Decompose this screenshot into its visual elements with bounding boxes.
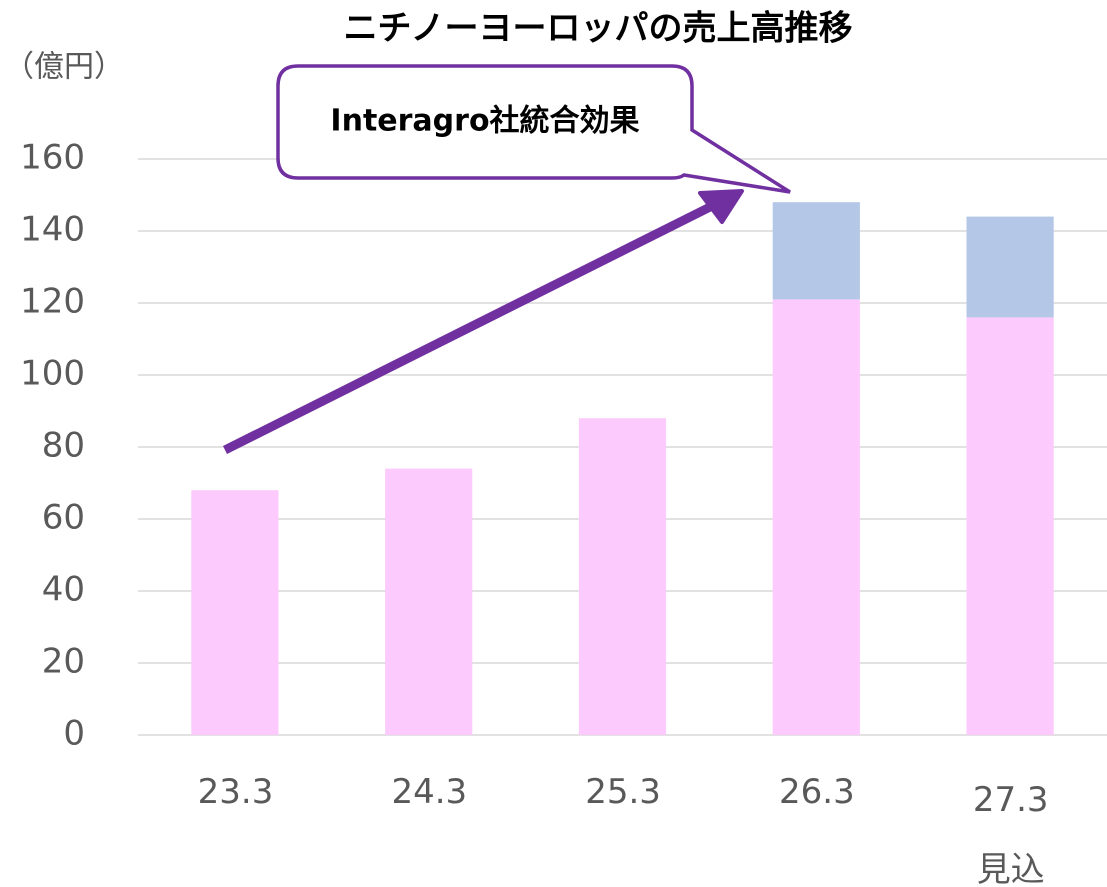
bar-segment [385, 468, 473, 735]
x-tick-label: 23.3 [197, 772, 274, 812]
y-tick-label: 40 [42, 570, 85, 610]
y-tick-label: 0 [63, 714, 85, 754]
y-tick-label: 80 [42, 426, 85, 466]
arrow-head [698, 189, 744, 224]
bar-segment [772, 202, 860, 300]
unit-label: （億円） [4, 50, 124, 85]
annotation: Interagro社統合効果 [330, 104, 639, 139]
plot: 0 20 40 60 80 100 120 140 160 [20, 138, 1107, 754]
x-tick-label: 24.3 [391, 772, 468, 812]
bar-segment [966, 317, 1054, 735]
y-tick-label: 20 [42, 642, 85, 682]
y-tick-label: 120 [20, 282, 85, 322]
arrow-line [222, 193, 731, 455]
callout [276, 64, 791, 194]
y-tick-label: 160 [20, 138, 85, 178]
y-tick-label: 100 [20, 354, 85, 394]
y-tick-label: 60 [42, 498, 85, 538]
bar-segment [966, 216, 1054, 318]
bar-segment [578, 418, 667, 735]
x-tick-label: 26.3 [779, 772, 855, 812]
x-tick-label: 25.3 [585, 772, 661, 812]
chart-title: ニチノーヨーロッパの売上高推移 [344, 9, 853, 49]
x-tick-label: 27.3 見込 [972, 780, 1049, 887]
bar-segment [191, 490, 279, 735]
bar-segment [772, 299, 860, 735]
y-tick-label: 140 [20, 210, 85, 250]
